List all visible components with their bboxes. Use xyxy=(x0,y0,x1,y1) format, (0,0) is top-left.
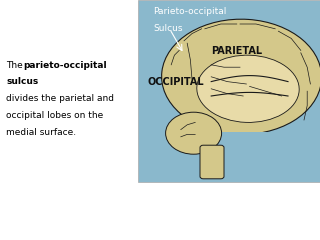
Ellipse shape xyxy=(166,112,222,154)
Text: Sulcus: Sulcus xyxy=(154,24,183,33)
Text: medial surface.: medial surface. xyxy=(6,128,76,137)
Text: PARIETAL: PARIETAL xyxy=(211,46,262,56)
Ellipse shape xyxy=(197,55,299,122)
Text: sulcus: sulcus xyxy=(6,77,39,86)
Text: parieto-occipital: parieto-occipital xyxy=(23,61,107,70)
Text: The: The xyxy=(6,61,26,70)
Bar xyxy=(160,132,320,182)
Ellipse shape xyxy=(162,19,320,134)
FancyBboxPatch shape xyxy=(200,145,224,179)
Text: Parieto-occipital: Parieto-occipital xyxy=(154,7,227,16)
Bar xyxy=(138,0,320,182)
Text: divides the parietal and: divides the parietal and xyxy=(6,94,115,103)
Text: occipital lobes on the: occipital lobes on the xyxy=(6,111,104,120)
Text: OCCIPITAL: OCCIPITAL xyxy=(147,77,204,87)
